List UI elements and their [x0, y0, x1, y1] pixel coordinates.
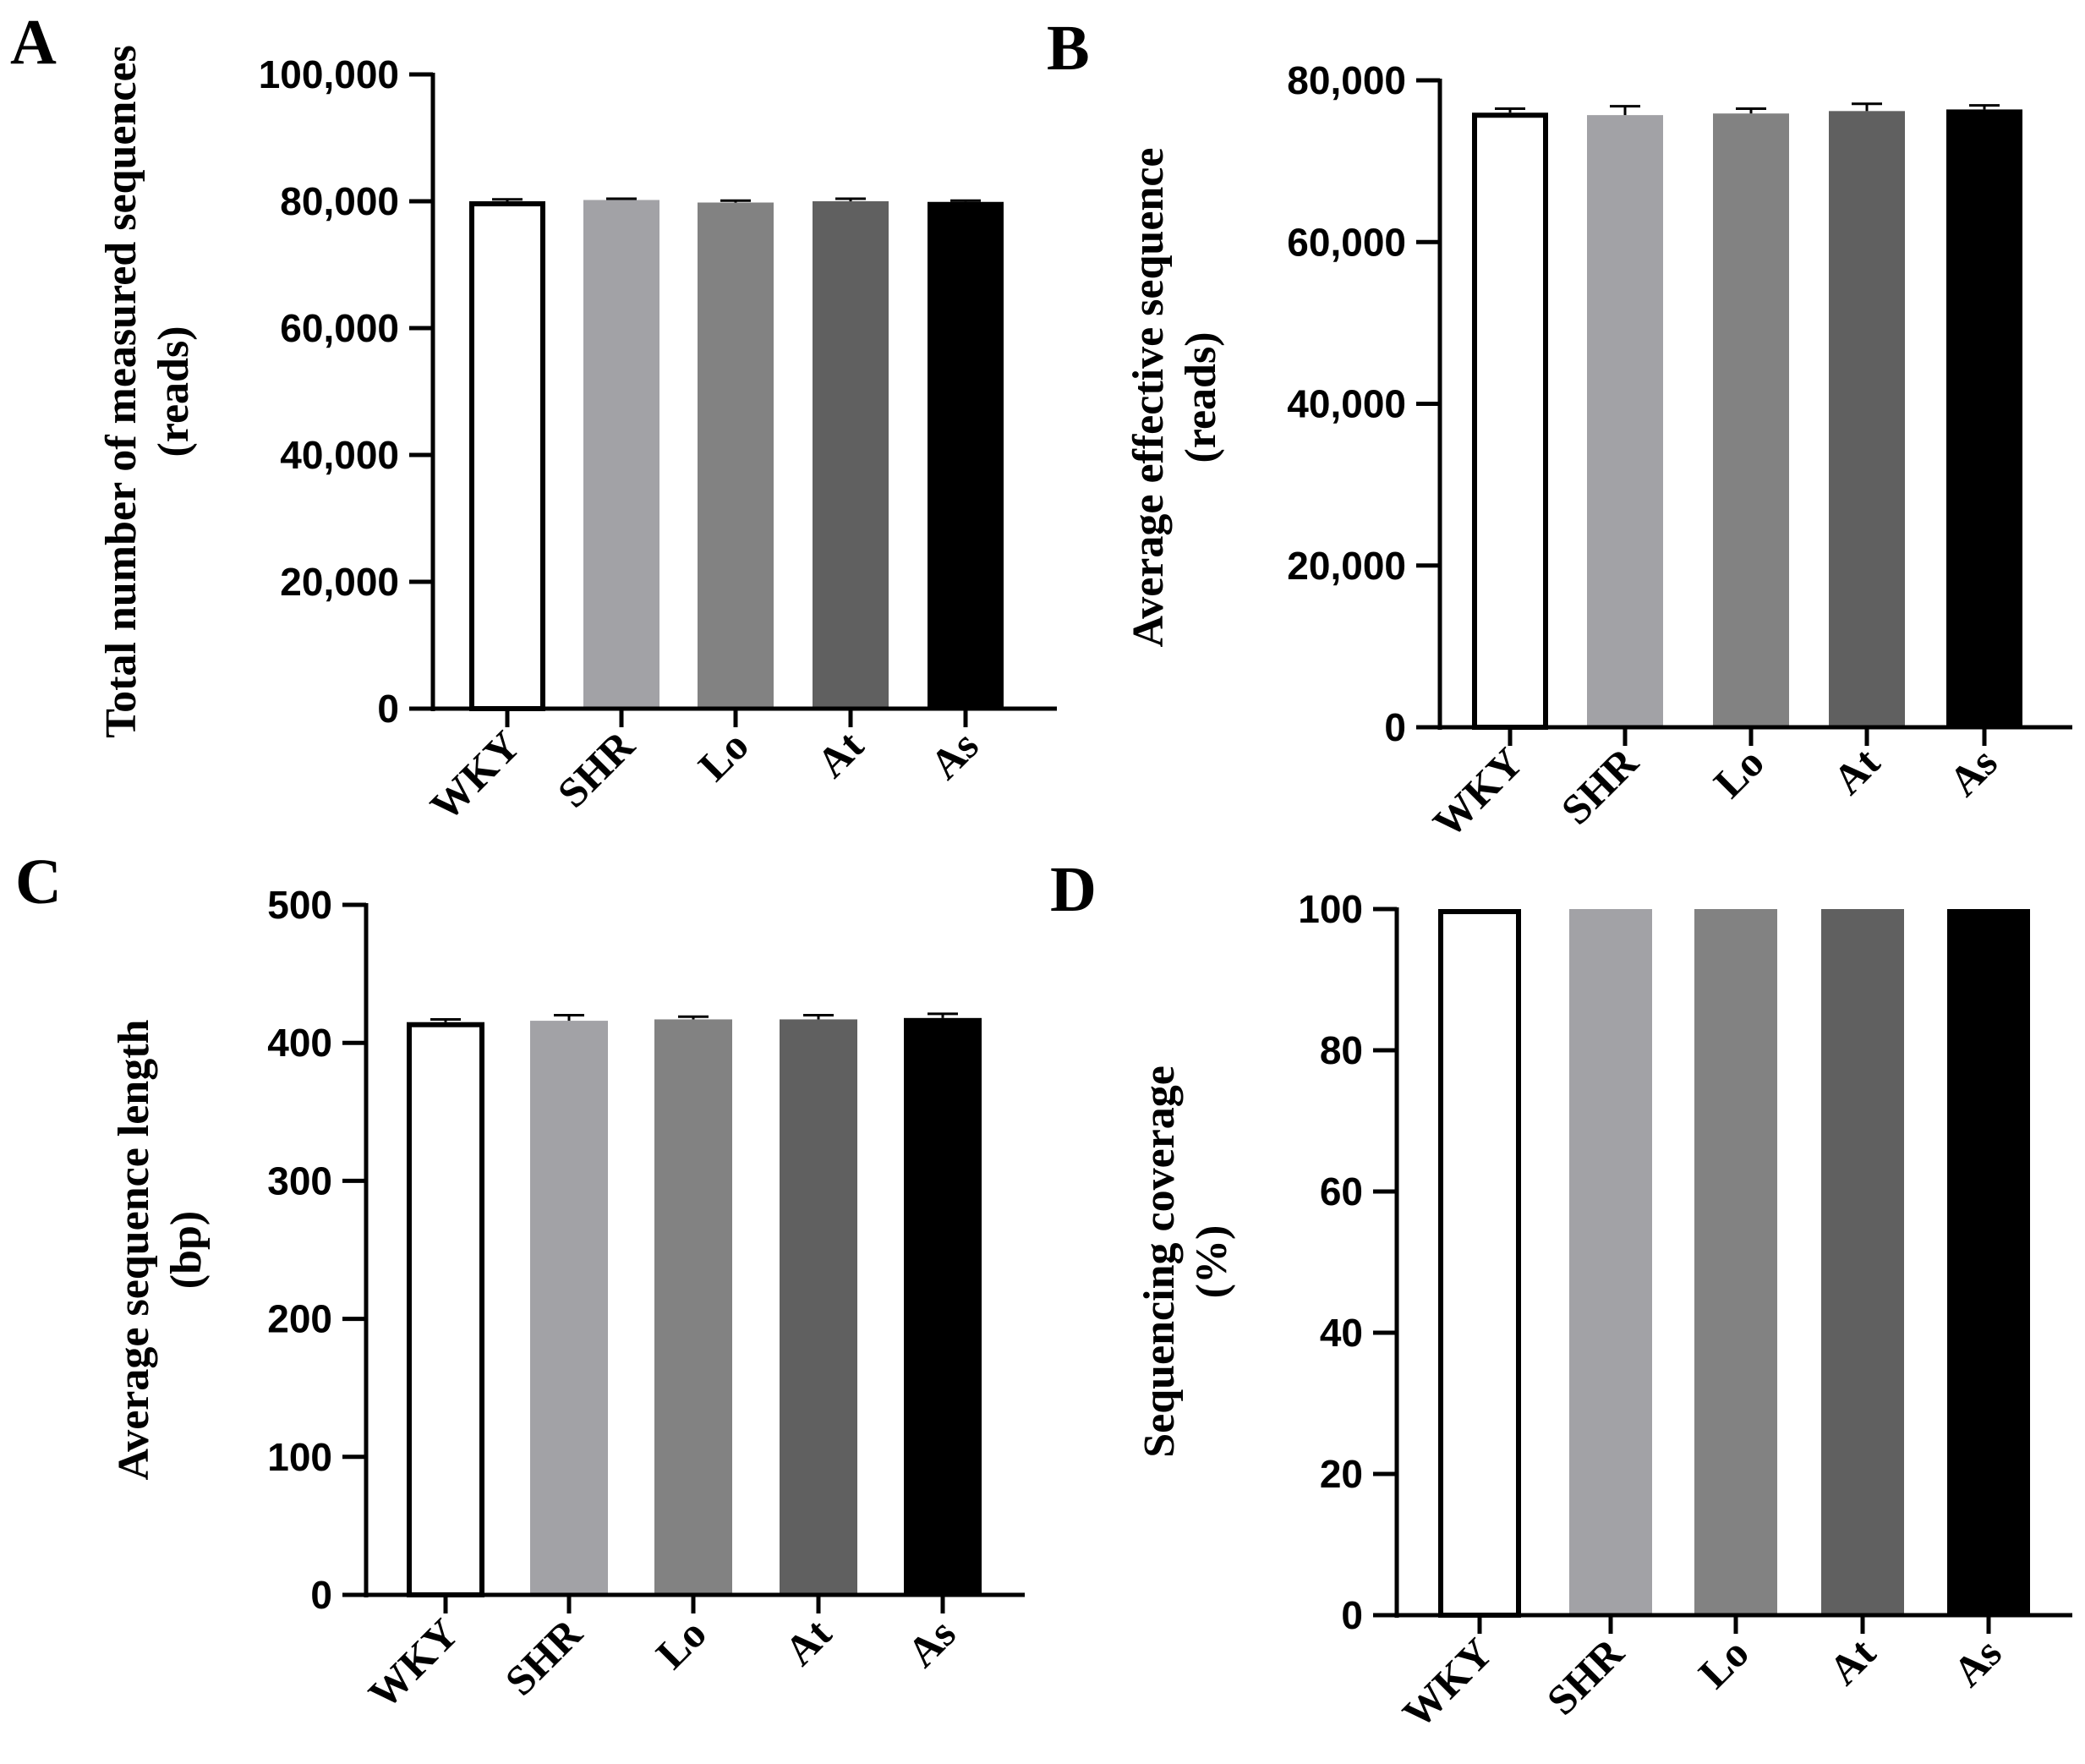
- y-tick-label: 80: [1320, 1028, 1363, 1072]
- x-tick-label-wky: WKY: [1393, 1629, 1502, 1737]
- y-tick-label: 100: [267, 1435, 332, 1479]
- y-axis-label-line: (reads): [1177, 331, 1225, 463]
- y-tick-label: 0: [377, 687, 399, 731]
- x-tick-label-at: At: [807, 721, 873, 786]
- y-tick-label: 100: [1298, 887, 1363, 931]
- panel-letter-d: D: [1050, 854, 1097, 925]
- x-tick-label-shr: SHR: [548, 721, 643, 817]
- y-tick-label: 20,000: [1287, 544, 1406, 588]
- bar-at: [813, 201, 889, 709]
- bar-wky: [407, 1022, 484, 1597]
- panel-letter-c: C: [15, 846, 62, 918]
- y-tick-label: 0: [1341, 1593, 1363, 1637]
- bar-as: [928, 201, 1004, 709]
- x-tick-label-as: As: [921, 721, 988, 788]
- panel-a: A Total number of measured sequences(read…: [10, 7, 1057, 830]
- panel-letter-b: B: [1047, 13, 1090, 84]
- bar-as: [1947, 909, 2030, 1615]
- x-tick-label-as: As: [1944, 1629, 2011, 1696]
- x-tick-label-wky: WKY: [421, 721, 529, 830]
- x-tick-label-as: As: [898, 1609, 965, 1676]
- y-axis-label-line: (reads): [150, 326, 198, 457]
- bar-lo: [654, 1019, 732, 1595]
- y-tick-label: 60,000: [280, 306, 399, 350]
- x-tick-label-shr: SHR: [1551, 738, 1647, 834]
- y-axis-label-line: Average effective sequence: [1125, 148, 1173, 648]
- y-tick-label: 40,000: [280, 433, 399, 477]
- bar-as: [1946, 109, 2022, 728]
- panel-letter-a: A: [10, 7, 57, 78]
- bar-wky: [1472, 112, 1548, 730]
- x-tick-label-wky: WKY: [1424, 738, 1532, 846]
- x-tick-label-wky: WKY: [359, 1609, 468, 1717]
- bar-wky: [1438, 909, 1521, 1618]
- bar-lo: [1713, 113, 1789, 728]
- y-axis-label-line: Average sequence length: [110, 1019, 158, 1480]
- y-tick-label: 20: [1320, 1452, 1363, 1496]
- y-axis-label-line: (bp): [162, 1211, 211, 1289]
- x-tick-label-at: At: [1820, 1629, 1885, 1694]
- y-axis-label-line: Total number of measured sequences: [97, 45, 145, 738]
- x-tick-label-at: At: [775, 1609, 840, 1674]
- bar-shr: [583, 200, 659, 709]
- x-tick-label-lo: Lo: [1689, 1629, 1758, 1697]
- y-tick-label: 500: [267, 883, 332, 927]
- y-axis-label-line: Sequencing coverage: [1136, 1066, 1184, 1458]
- panel-d: D Sequencing coverage(%) 0 20 40 60 80 100 WKY SH…: [1050, 854, 2072, 1737]
- x-tick-label-lo: Lo: [689, 721, 758, 790]
- y-tick-label: 100,000: [259, 52, 399, 96]
- y-tick-label: 60: [1320, 1170, 1363, 1213]
- y-axis-label: Total number of measured sequences(reads…: [97, 45, 198, 738]
- y-tick-label: 80,000: [280, 179, 399, 223]
- bar-at: [1821, 909, 1904, 1615]
- y-tick-label: 40: [1320, 1311, 1363, 1355]
- y-tick-label: 40,000: [1287, 382, 1406, 426]
- y-axis-label: Average effective sequence(reads): [1125, 148, 1225, 648]
- panel-b: B Average effective sequence(reads) 0 20,00…: [1047, 13, 2072, 846]
- y-tick-label: 80,000: [1287, 58, 1406, 102]
- x-tick-label-lo: Lo: [1705, 738, 1773, 807]
- y-tick-label: 0: [1384, 705, 1406, 749]
- bar-shr: [1587, 115, 1663, 727]
- y-axis-label: Average sequence length(bp): [110, 1019, 211, 1480]
- bar-wky: [469, 201, 545, 711]
- bar-shr: [1569, 909, 1652, 1615]
- x-tick-label-shr: SHR: [1537, 1629, 1633, 1724]
- y-tick-label: 0: [310, 1573, 332, 1617]
- y-tick-label: 200: [267, 1297, 332, 1341]
- x-tick-label-as: As: [1940, 738, 2006, 805]
- bar-lo: [698, 202, 774, 709]
- bar-shr: [530, 1021, 608, 1595]
- panel-c: C Average sequence length(bp) 0 100 200 300 40…: [15, 846, 1025, 1717]
- x-tick-label-lo: Lo: [647, 1609, 715, 1678]
- y-tick-label: 300: [267, 1159, 332, 1202]
- bar-at: [780, 1019, 857, 1595]
- y-axis-label-line: (%): [1188, 1225, 1236, 1299]
- bar-lo: [1694, 909, 1777, 1615]
- bar-as: [904, 1017, 982, 1595]
- y-tick-label: 20,000: [280, 560, 399, 604]
- y-tick-label: 400: [267, 1021, 332, 1065]
- x-tick-label-shr: SHR: [495, 1609, 591, 1705]
- y-axis-label: Sequencing coverage(%): [1136, 1066, 1236, 1458]
- bar-at: [1829, 111, 1905, 727]
- y-tick-label: 60,000: [1287, 220, 1406, 264]
- x-tick-label-at: At: [1824, 738, 1889, 803]
